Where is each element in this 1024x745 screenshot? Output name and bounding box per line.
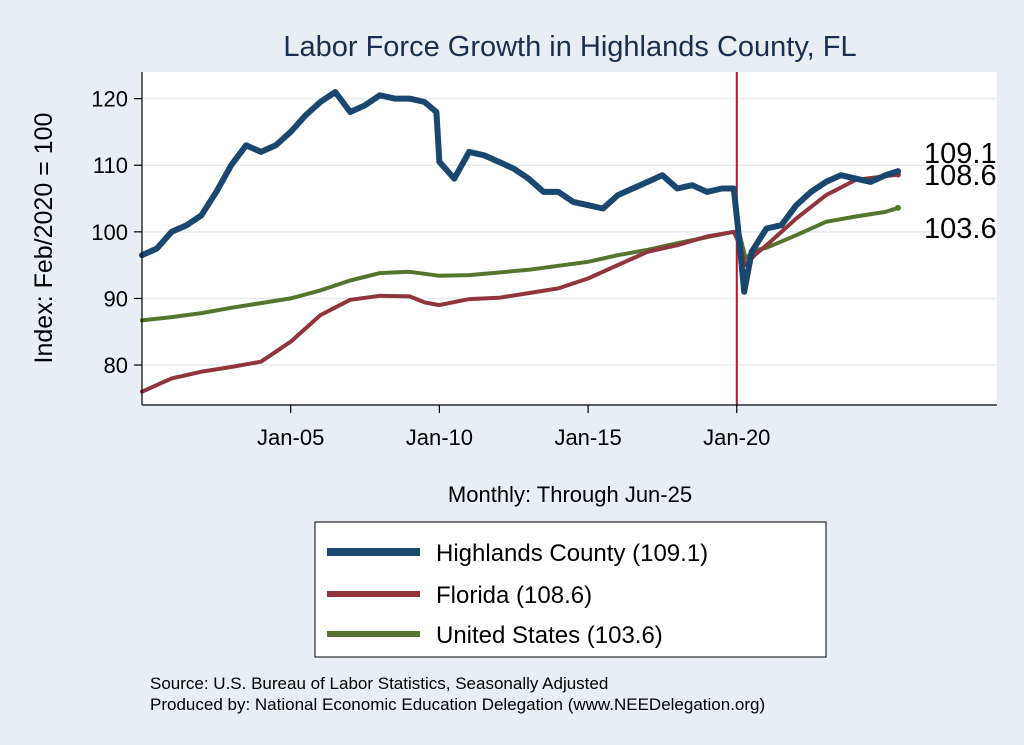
series-end-point-us [894, 204, 901, 211]
x-axis-note: Monthly: Through Jun-25 [448, 482, 692, 507]
legend-label-us: United States (103.6) [436, 622, 663, 649]
series-line-florida [140, 172, 900, 394]
y-tick-label-110: 110 [93, 153, 128, 178]
x-tick-label-Jan-10: Jan-10 [406, 425, 473, 450]
legend-label-highlands: Highlands County (109.1) [436, 540, 708, 567]
y-ticks: 80 90 100 110 120 [91, 87, 142, 378]
y-axis-label: Index: Feb/2020 = 100 [30, 113, 58, 364]
legend-label-florida: Florida (108.6) [436, 582, 592, 609]
legend-items: Highlands County (109.1) Florida (108.6) U… [327, 540, 708, 649]
end-label-highlands: 109.1 [924, 138, 997, 170]
series-line-highlands [139, 89, 901, 295]
source-line-2: Produced by: National Economic Education… [150, 695, 765, 714]
y-tick-label-120: 120 [91, 87, 128, 112]
x-tick-label-Jan-05: Jan-05 [257, 425, 324, 450]
end-label-us: 103.6 [924, 213, 997, 245]
end-label-florida: 108.6 [924, 160, 997, 192]
legend: Highlands County (109.1) Florida (108.6) U… [314, 521, 827, 658]
source-line-1: Source: U.S. Bureau of Labor Statistics,… [150, 674, 608, 693]
series-layer [139, 89, 901, 394]
series-line-us [140, 205, 900, 323]
x-ticks: Jan-05 Jan-10 Jan-15 Jan-20 [257, 405, 770, 450]
chart-title: Labor Force Growth in Highlands County, … [283, 31, 856, 63]
x-tick-label-Jan-20: Jan-20 [703, 425, 770, 450]
y-tick-label-100: 100 [91, 220, 128, 245]
y-tick-label-80: 80 [104, 353, 128, 378]
plot-area [142, 72, 997, 405]
y-tick-label-90: 90 [104, 286, 128, 311]
series-end-point-highlands [894, 168, 901, 175]
x-tick-label-Jan-15: Jan-15 [554, 425, 621, 450]
